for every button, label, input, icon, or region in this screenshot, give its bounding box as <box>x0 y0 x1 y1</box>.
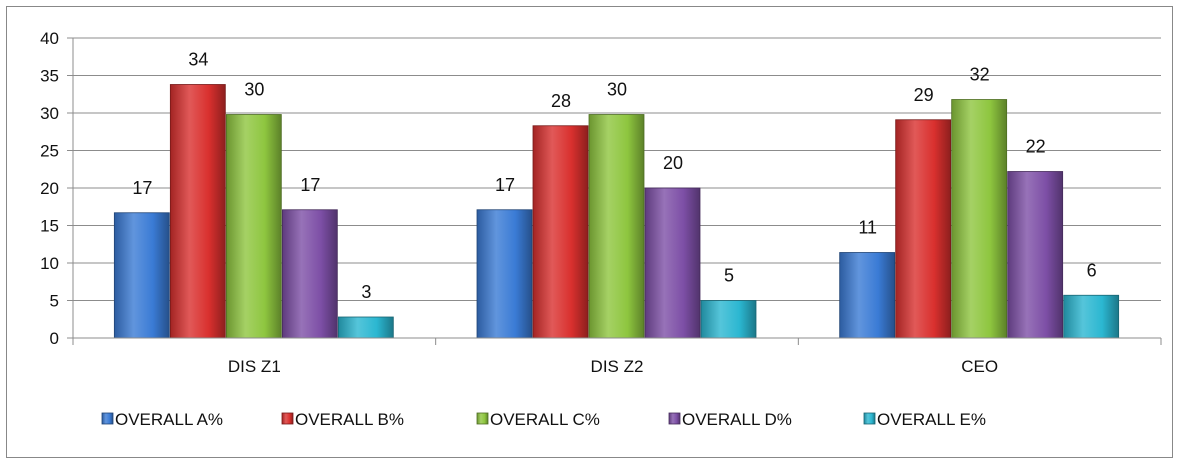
legend-label: OVERALL A% <box>115 410 223 429</box>
legend-item: OVERALL C% <box>476 410 600 429</box>
data-label: 3 <box>361 282 371 302</box>
data-label: 11 <box>858 218 877 238</box>
data-label: 17 <box>300 175 320 195</box>
bar-overall-c--dis-z2 <box>588 114 645 339</box>
y-tick-label: 35 <box>40 67 59 86</box>
bar-overall-b--dis-z2 <box>532 125 589 339</box>
data-label: 30 <box>244 80 264 100</box>
legend-label: OVERALL B% <box>295 410 404 429</box>
bar-overall-a--dis-z2 <box>476 209 533 339</box>
y-tick-label: 40 <box>40 29 59 48</box>
legend-swatch <box>101 412 114 425</box>
legend-item: OVERALL A% <box>101 410 223 429</box>
data-label: 30 <box>607 80 627 100</box>
x-axis: DIS Z1 DIS Z2 CEO <box>72 337 1162 376</box>
data-label: 28 <box>551 91 571 111</box>
x-category-label: DIS Z2 <box>591 357 644 376</box>
legend-item: OVERALL D% <box>668 410 792 429</box>
bar-overall-d--dis-z1 <box>281 209 338 339</box>
chart-frame: 0 5 10 15 20 25 30 35 40 17 34 30 17 3 17 28 30 20 5 11 29 3… <box>6 6 1173 458</box>
bar-overall-c--dis-z1 <box>225 114 282 339</box>
data-label: 17 <box>495 175 515 195</box>
y-tick-label: 30 <box>40 104 59 123</box>
legend-swatch <box>668 412 681 425</box>
x-category-label: CEO <box>961 357 998 376</box>
bar-overall-a--ceo <box>839 252 896 339</box>
data-label: 32 <box>970 65 990 85</box>
y-tick-label: 0 <box>50 329 59 348</box>
bar-overall-d--ceo <box>1007 171 1064 339</box>
legend-label: OVERALL D% <box>682 410 792 429</box>
bar-overall-b--ceo <box>895 119 952 339</box>
data-label: 22 <box>1026 137 1046 157</box>
bar-chart: 0 5 10 15 20 25 30 35 40 17 34 30 17 3 17 28 30 20 5 11 29 3… <box>40 29 1162 429</box>
data-label: 29 <box>914 85 934 105</box>
y-axis: 0 5 10 15 20 25 30 35 40 <box>40 29 74 348</box>
legend-item: OVERALL E% <box>863 410 986 429</box>
legend: OVERALL A% OVERALL B% OVERALL C% OVERALL D%… <box>101 410 986 429</box>
y-tick-label: 20 <box>40 179 59 198</box>
bar-overall-d--dis-z2 <box>644 187 701 339</box>
bar-overall-c--ceo <box>951 99 1008 339</box>
bar-overall-e--ceo <box>1063 294 1120 339</box>
data-label: 5 <box>724 266 734 286</box>
data-label: 6 <box>1087 260 1097 280</box>
legend-swatch <box>476 412 489 425</box>
data-label: 20 <box>663 153 683 173</box>
bar-overall-e--dis-z1 <box>337 316 394 339</box>
bar-overall-e--dis-z2 <box>700 300 757 339</box>
bar-overall-b--dis-z1 <box>169 84 226 339</box>
x-category-label: DIS Z1 <box>228 357 281 376</box>
y-tick-label: 15 <box>40 217 59 236</box>
bar-overall-a--dis-z1 <box>113 212 170 339</box>
data-label: 34 <box>188 50 208 70</box>
y-tick-label: 25 <box>40 142 59 161</box>
y-tick-label: 10 <box>40 254 59 273</box>
y-tick-label: 5 <box>50 292 59 311</box>
data-label: 17 <box>132 178 152 198</box>
bars: 17 34 30 17 3 17 28 30 20 5 11 29 32 22 6 <box>113 50 1120 339</box>
legend-label: OVERALL E% <box>877 410 986 429</box>
legend-item: OVERALL B% <box>281 410 404 429</box>
legend-swatch <box>863 412 876 425</box>
legend-swatch <box>281 412 294 425</box>
legend-label: OVERALL C% <box>490 410 600 429</box>
